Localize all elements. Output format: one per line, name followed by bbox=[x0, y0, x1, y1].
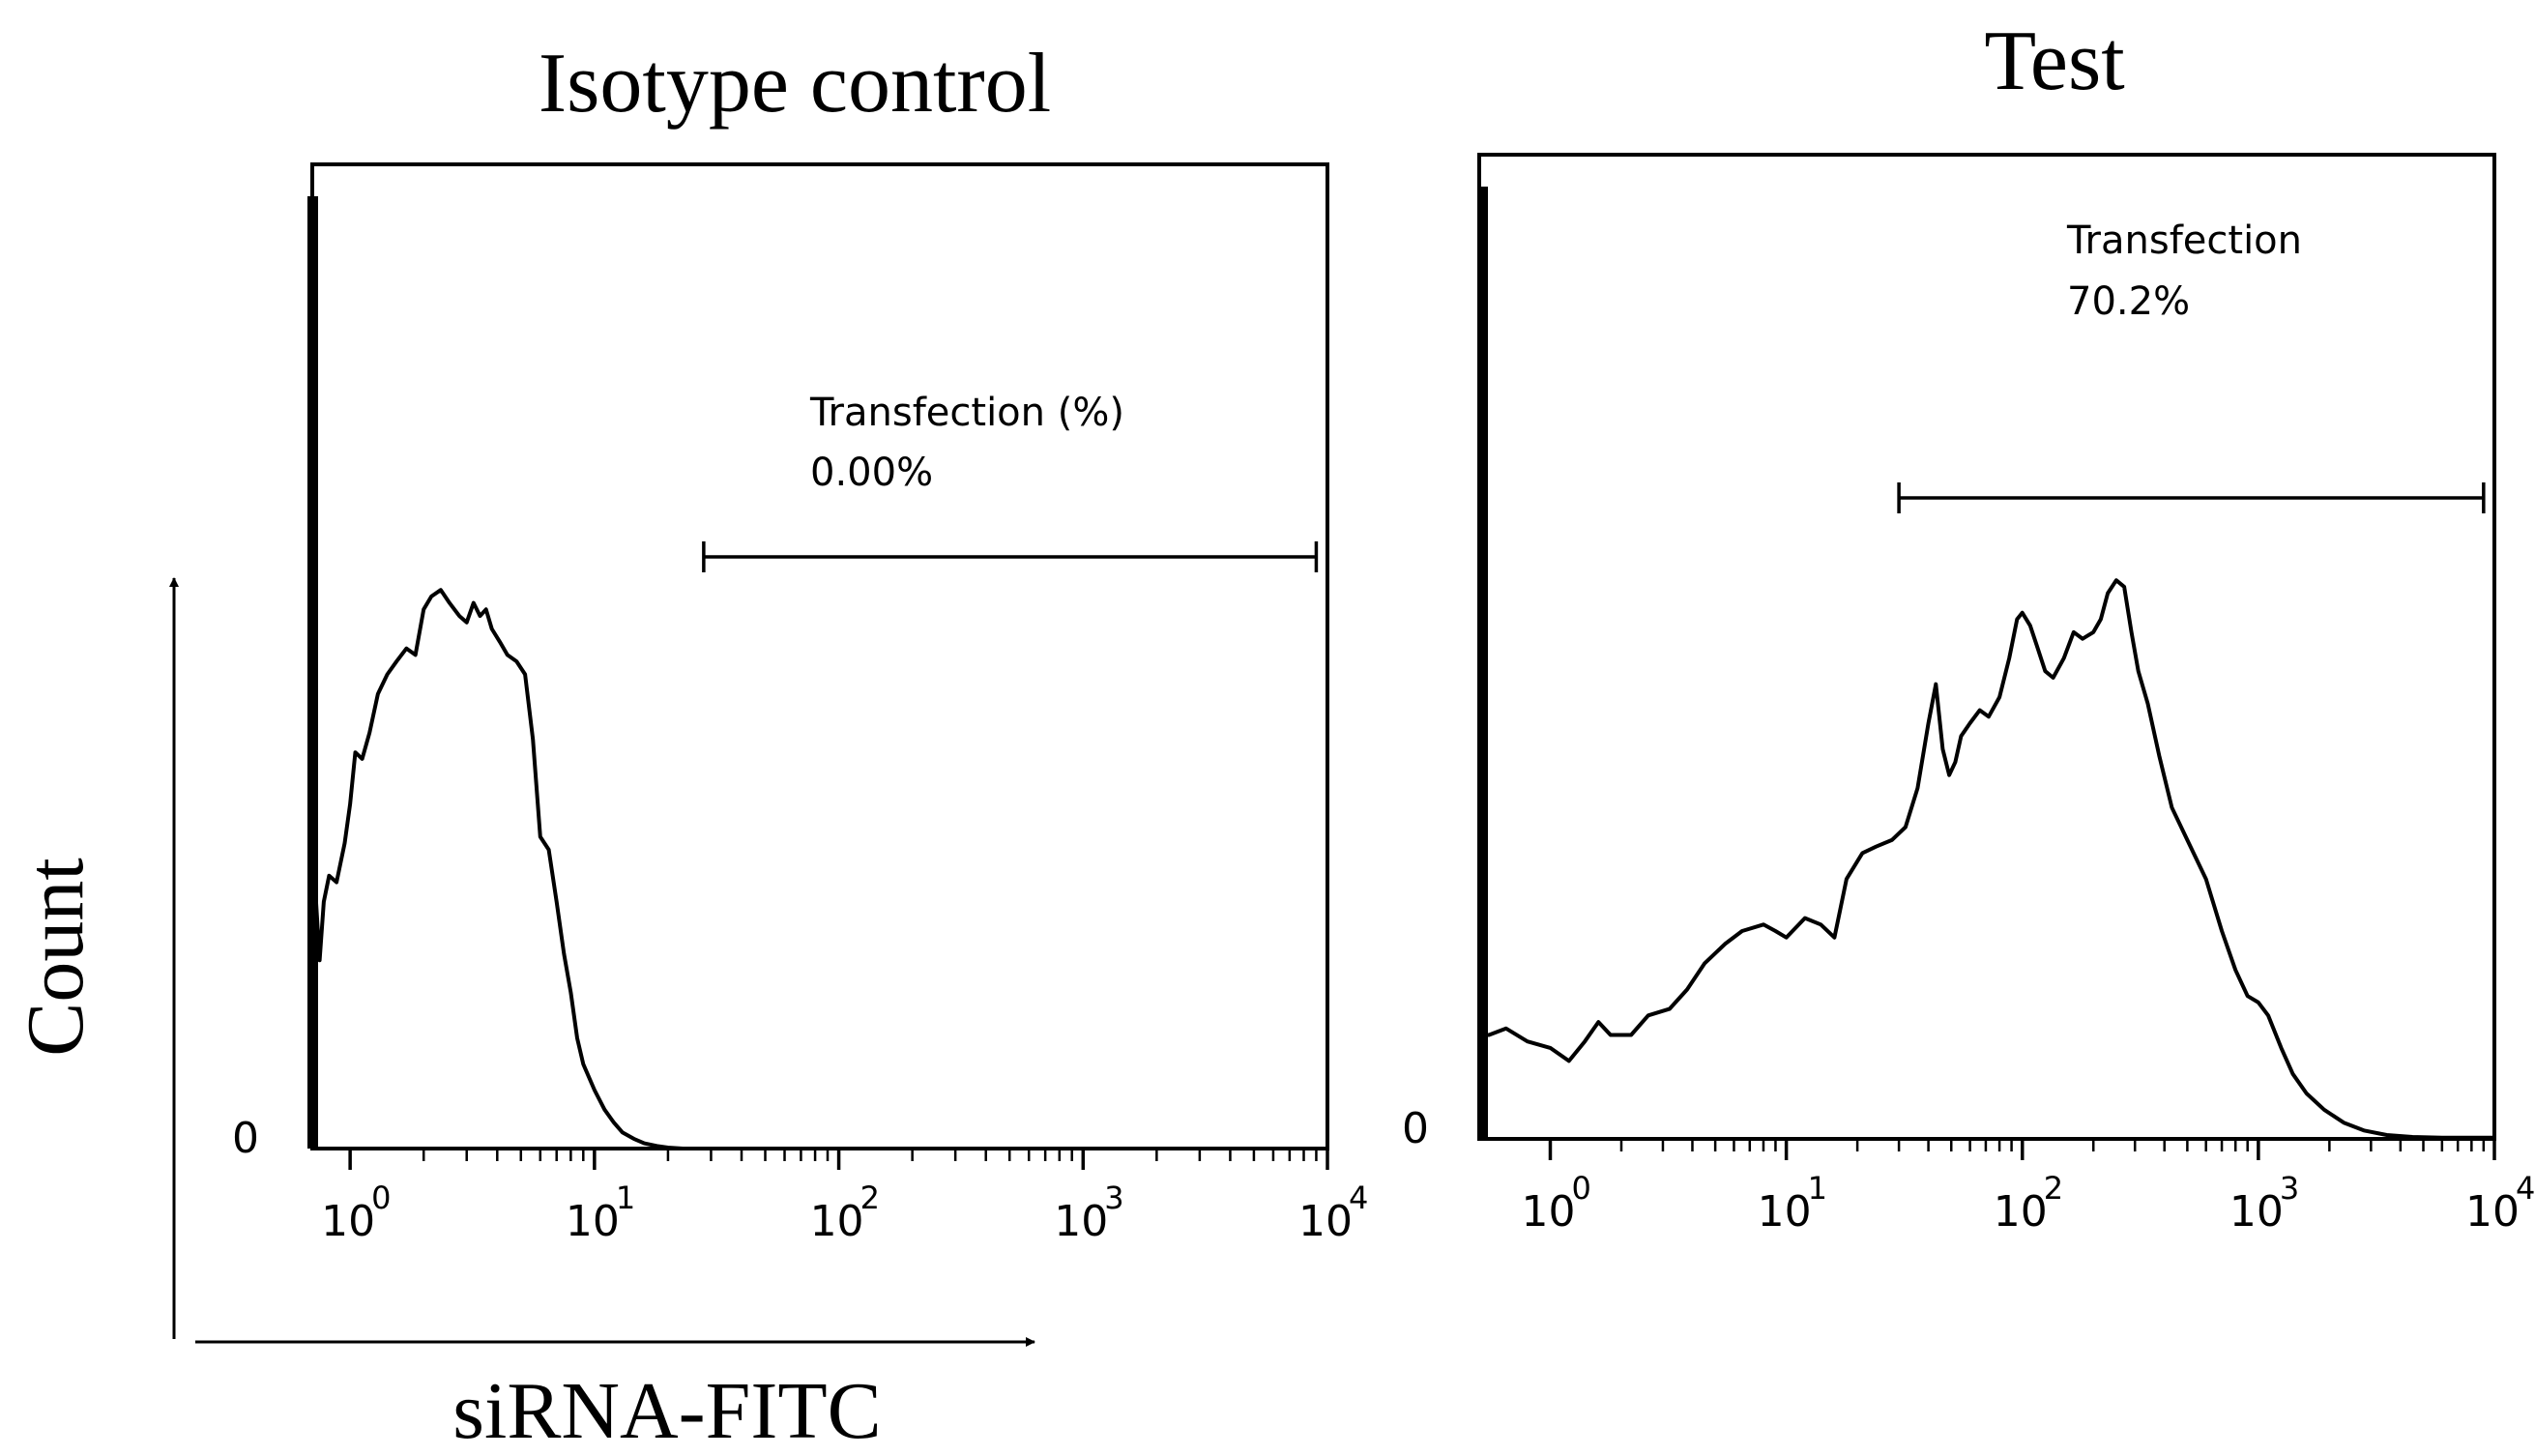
test-x-tick-label: 10 bbox=[1994, 1187, 2048, 1237]
test-x-tick-label: 10 bbox=[2229, 1187, 2284, 1237]
isotype-control-gate-label: Transfection (%) bbox=[809, 391, 1124, 435]
test-transfection-gate bbox=[1897, 482, 2486, 513]
isotype-control-x-tick-label: 10 bbox=[321, 1197, 375, 1246]
test-gate-label: Transfection bbox=[2066, 218, 2302, 263]
isotype-control-plot-frame bbox=[310, 162, 1329, 1150]
test-x-tick-exponent: 2 bbox=[2044, 1170, 2063, 1207]
isotype-control-x-tick-label: 10 bbox=[1054, 1197, 1108, 1246]
isotype-control-y-zero-label: 0 bbox=[232, 1114, 259, 1163]
test-x-tick-label: 10 bbox=[1758, 1187, 1812, 1237]
isotype-control-x-tick-exponent: 0 bbox=[371, 1179, 391, 1216]
test-x-tick-exponent: 3 bbox=[2280, 1170, 2299, 1207]
isotype-control-title: Isotype control bbox=[539, 37, 1051, 131]
isotype-control-x-tick-exponent: 1 bbox=[616, 1179, 635, 1216]
test-x-axis-ticks bbox=[1548, 1139, 2496, 1160]
isotype-control-x-tick-labels: 100 101 102 103 104 bbox=[321, 1179, 1368, 1246]
isotype-control-zero-bin-peak bbox=[307, 196, 318, 1149]
test-y-zero-label: 0 bbox=[1402, 1104, 1429, 1153]
isotype-control-x-axis-ticks bbox=[348, 1149, 1329, 1170]
isotype-control-x-tick-exponent: 3 bbox=[1104, 1179, 1123, 1216]
test-x-tick-label: 10 bbox=[2465, 1187, 2520, 1237]
test-gate-value: 70.2% bbox=[2067, 279, 2190, 324]
isotype-control-histogram-line bbox=[310, 588, 1323, 1150]
count-axis-title: Count bbox=[11, 858, 101, 1056]
isotype-control-x-tick-exponent: 2 bbox=[860, 1179, 880, 1216]
fitc-axis-title: siRNA-FITC bbox=[452, 1366, 881, 1456]
test-zero-bin-peak bbox=[1477, 187, 1488, 1139]
test-x-tick-labels: 100 101 102 103 104 bbox=[1521, 1170, 2535, 1237]
test-x-tick-exponent: 1 bbox=[1808, 1170, 1827, 1207]
test-title: Test bbox=[1984, 15, 2124, 108]
isotype-control-gate-value: 0.00% bbox=[810, 451, 933, 495]
test-x-tick-exponent: 0 bbox=[1571, 1170, 1590, 1207]
isotype-control-x-tick-exponent: 4 bbox=[1349, 1179, 1368, 1216]
isotype-control-x-tick-label: 10 bbox=[1298, 1197, 1353, 1246]
test-x-tick-label: 10 bbox=[1521, 1187, 1575, 1237]
test-panel: Test 0 100 101 102 103 104 Transfection 70.2… bbox=[1402, 15, 2535, 1237]
test-plot-frame bbox=[1477, 153, 2496, 1141]
isotype-control-transfection-gate bbox=[702, 541, 1319, 572]
test-x-tick-exponent: 4 bbox=[2516, 1170, 2535, 1207]
isotype-control-x-tick-label: 10 bbox=[810, 1197, 864, 1246]
test-histogram-line bbox=[1479, 578, 2494, 1140]
isotype-control-panel: Isotype control 0 100 101 102 103 104 Transf… bbox=[232, 37, 1368, 1246]
isotype-control-x-tick-label: 10 bbox=[566, 1197, 620, 1246]
